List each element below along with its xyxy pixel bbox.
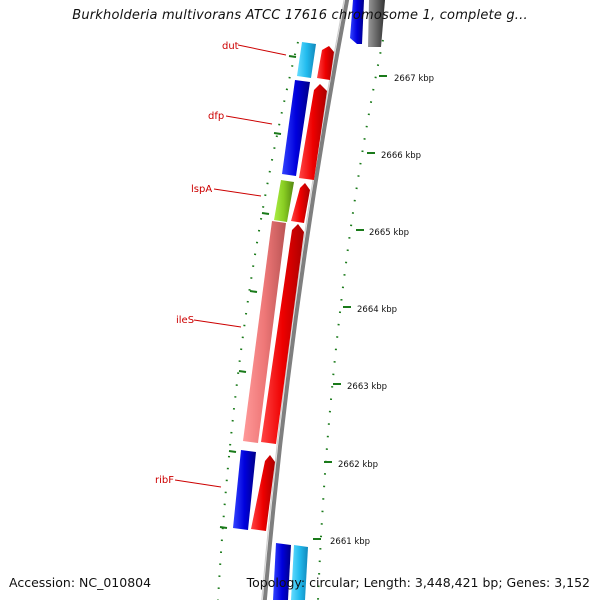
gene-bottom-cyan [291, 545, 308, 600]
gene-dut-cyan [297, 42, 316, 78]
label-leader-lines [174, 44, 287, 488]
outer-dotted-arc [317, 39, 384, 601]
kbp-label-2667: 2667 kbp [394, 74, 434, 84]
kbp-tick-marks [313, 75, 387, 540]
gene-ribF-red [251, 455, 275, 531]
kbp-label-2664: 2664 kbp [357, 305, 397, 315]
gene-label-ribF: ribF [155, 475, 174, 486]
kbp-label-2666: 2666 kbp [381, 151, 421, 161]
map-title: Burkholderia multivorans ATCC 17616 chro… [72, 8, 528, 23]
kbp-label-2663: 2663 kbp [347, 382, 387, 392]
gene-dfp-red [299, 84, 327, 180]
kbp-label-2661: 2661 kbp [330, 537, 370, 547]
inner-tick-marks [219, 55, 297, 529]
accession-label: Accession: NC_010804 [9, 575, 152, 590]
gene-top-gray [368, 0, 385, 47]
gene-ribF-blue [233, 450, 256, 530]
gene-label-ileS: ileS [176, 315, 194, 326]
gene-bottom-blue [273, 543, 291, 600]
kbp-label-2662: 2662 kbp [338, 460, 378, 470]
kbp-label-2665: 2665 kbp [369, 228, 409, 238]
gene-label-lspA: lspA [191, 184, 212, 195]
gene-lspA-red [291, 183, 310, 223]
gene-label-dut: dut [222, 41, 239, 52]
gene-dfp-blue [282, 80, 310, 176]
gene-label-dfp: dfp [208, 111, 224, 122]
gene-top-blue [350, 0, 364, 44]
topology-summary: Topology: circular; Length: 3,448,421 bp… [246, 575, 590, 590]
gene-ileS-red [261, 224, 304, 444]
gene-lspA-lime [274, 180, 294, 222]
gene-dut-red [317, 46, 334, 80]
backbone-outer [262, 0, 350, 604]
gene-ileS-pink [243, 221, 286, 443]
